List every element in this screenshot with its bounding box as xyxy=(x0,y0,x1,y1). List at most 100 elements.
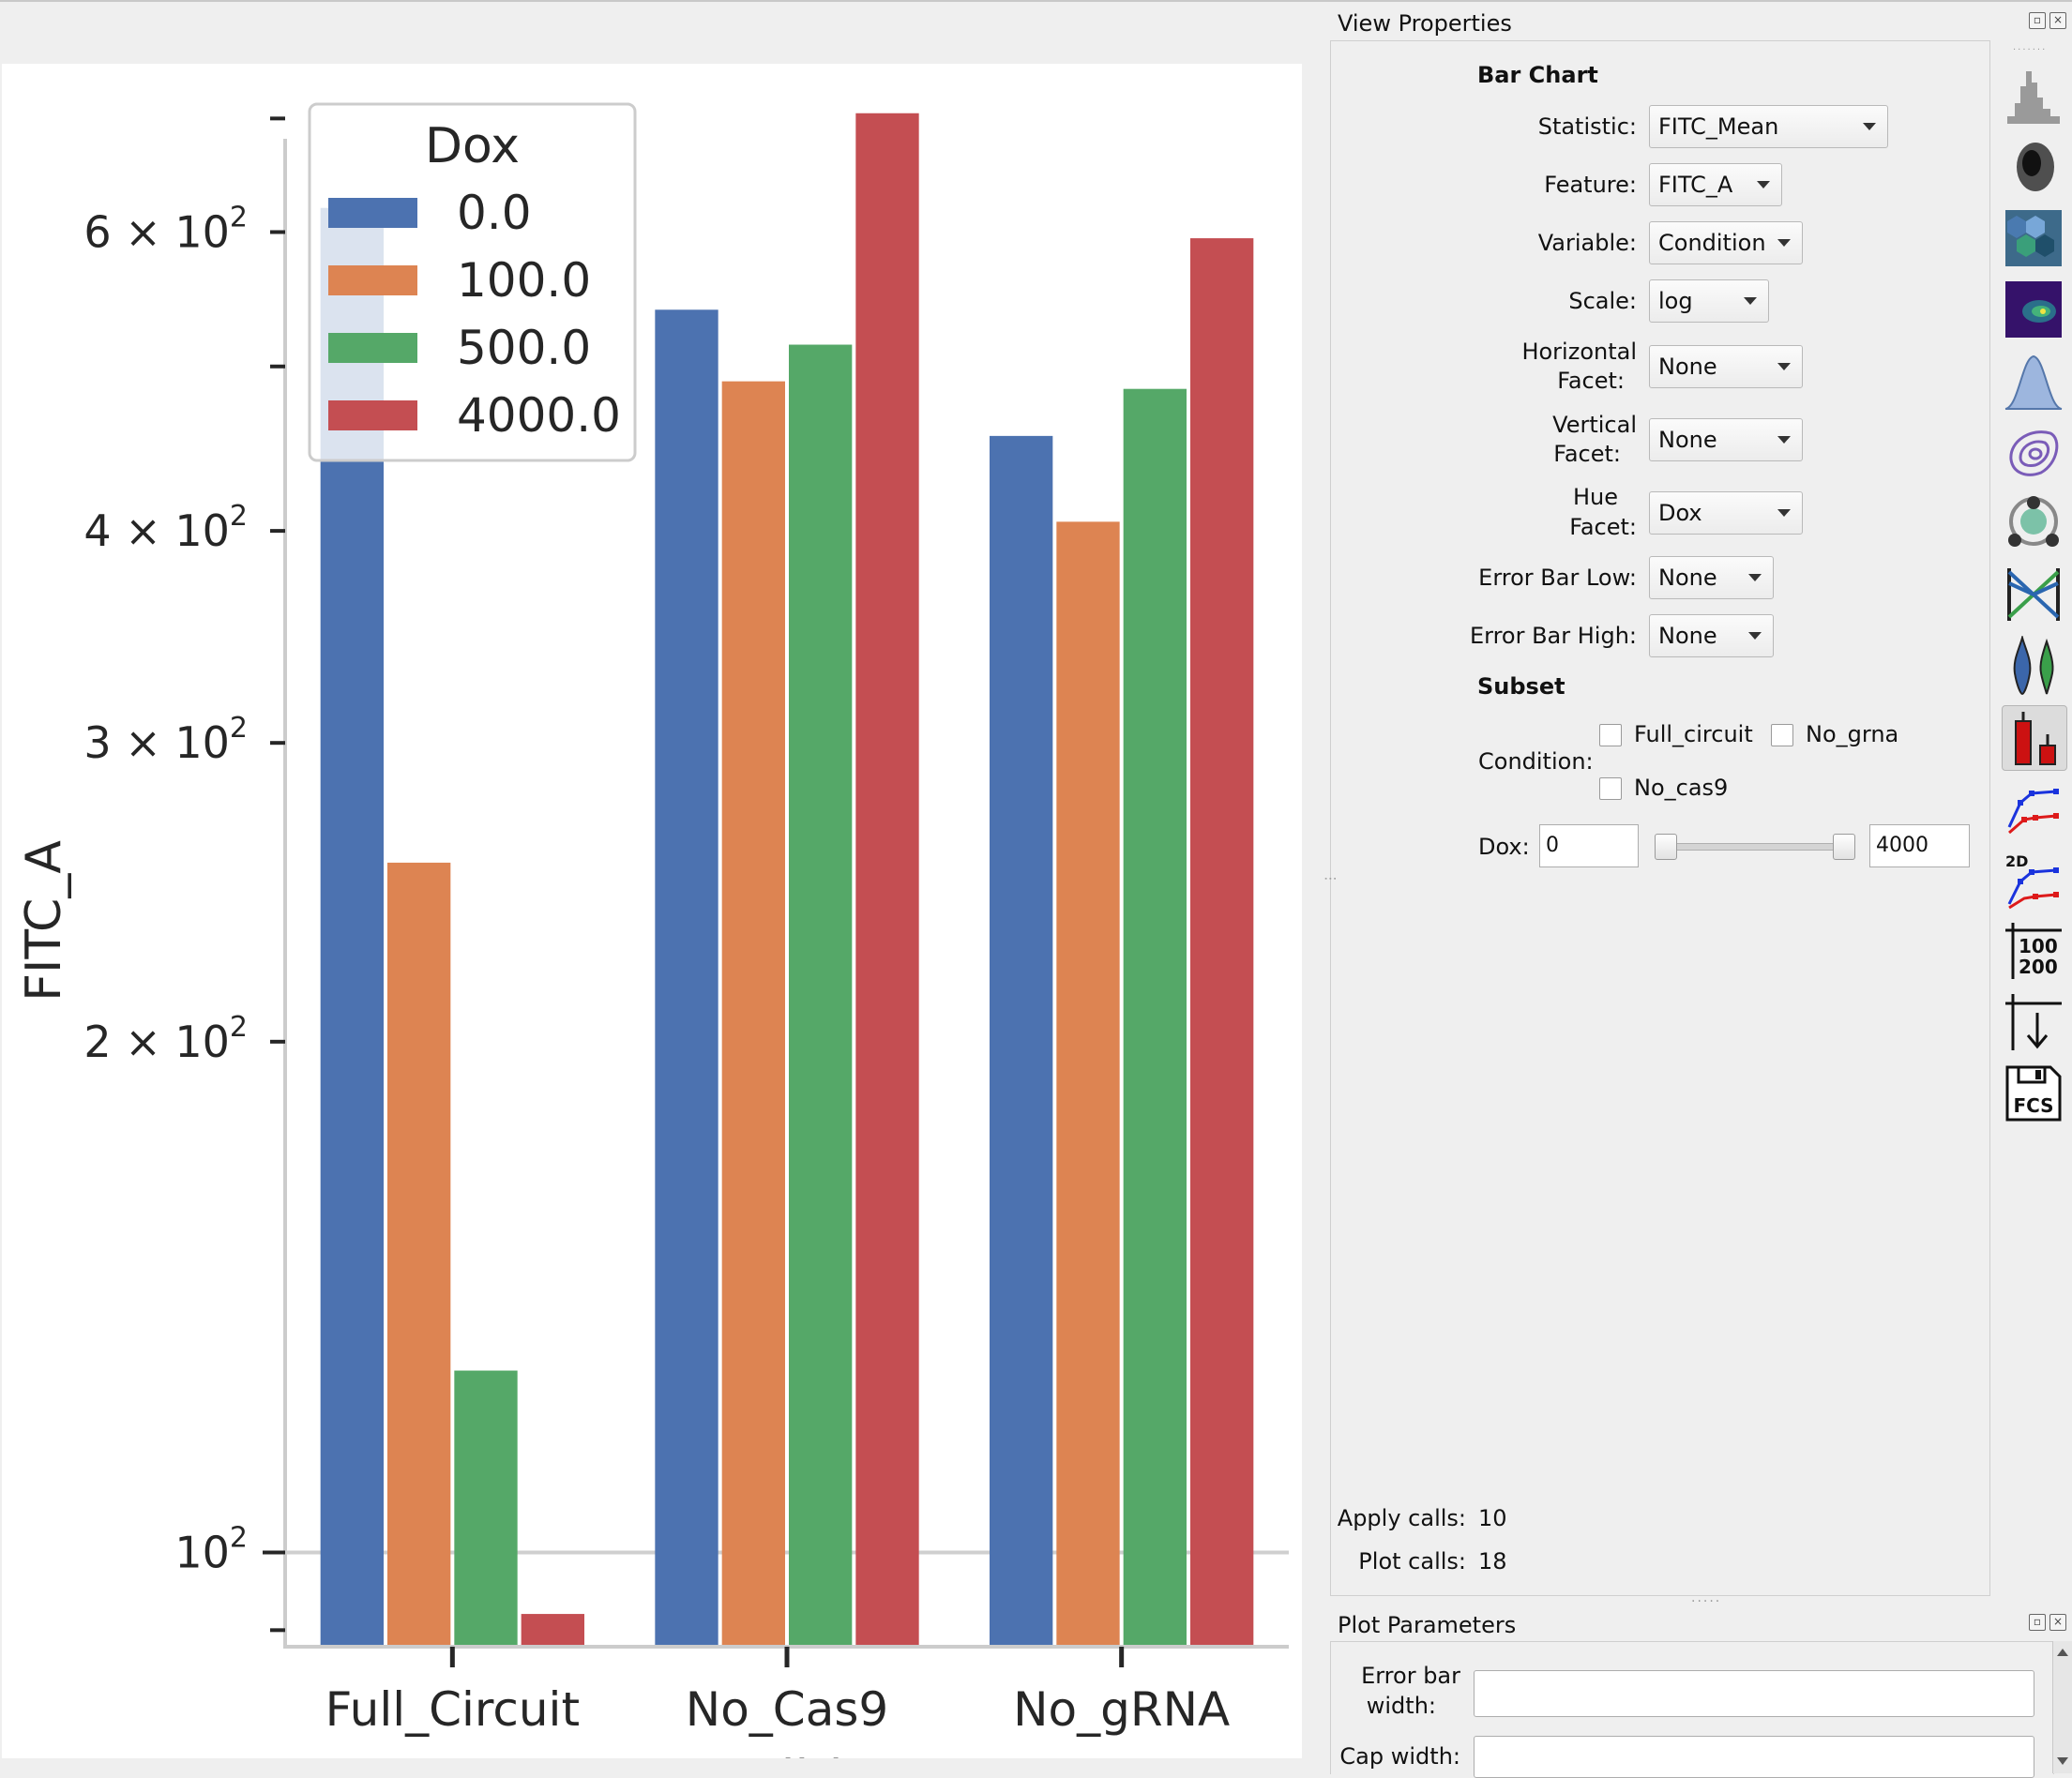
horizontal-facet-label-1: Horizontal xyxy=(1521,339,1637,365)
violin-icon[interactable] xyxy=(2002,634,2065,698)
error-bar-high-combo[interactable]: None xyxy=(1649,614,1774,657)
legend-label: 100.0 xyxy=(457,253,591,308)
plot-canvas: 102 2 × 102 3 × 102 4 × 102 6 × 102 Full_Circ… xyxy=(2,64,1302,1758)
vertical-facet-label-2: Facet: xyxy=(1553,441,1621,467)
scatterplot-icon[interactable] xyxy=(2002,135,2065,199)
plot-parameters-scrollbar[interactable] xyxy=(2052,1641,2072,1773)
scroll-down-icon[interactable] xyxy=(2057,1757,2068,1765)
variable-label: Variable: xyxy=(1537,230,1637,256)
error-bar-high-label: Error Bar High: xyxy=(1469,623,1637,649)
hue-facet-label-1: Hue xyxy=(1572,484,1618,510)
dox-slider-min-handle[interactable] xyxy=(1655,834,1677,860)
close-dock-icon[interactable]: × xyxy=(2049,1614,2066,1631)
legend-label: 0.0 xyxy=(457,186,532,240)
cap-width-input[interactable] xyxy=(1474,1736,2034,1778)
window-top-border xyxy=(0,0,2072,2)
error-bar-width-label-2: width: xyxy=(1366,1693,1436,1719)
bar xyxy=(855,113,919,1647)
y-tick-label: 3 × 102 xyxy=(83,712,248,768)
plot-calls-label: Plot calls: xyxy=(1358,1548,1466,1575)
export-fcs-text: FCS xyxy=(2013,1094,2053,1117)
dox-min-input[interactable]: 0 xyxy=(1539,824,1639,867)
parallel-coordinates-icon[interactable] xyxy=(2002,563,2065,626)
dox-slider-max-handle[interactable] xyxy=(1833,834,1855,860)
bar xyxy=(789,344,853,1648)
legend-box xyxy=(308,102,637,462)
bar xyxy=(1123,388,1187,1647)
x-tick-label: No_gRNA xyxy=(1013,1682,1230,1737)
dox-max-input[interactable]: 4000 xyxy=(1869,824,1970,867)
checkbox-no-cas9[interactable] xyxy=(1599,777,1622,800)
plot-calls-value: 18 xyxy=(1478,1548,1507,1575)
checkbox-no-grna-label: No_grna xyxy=(1806,721,1899,747)
bar-chart-icon[interactable] xyxy=(2002,705,2067,771)
feature-value: FITC_A xyxy=(1658,172,1733,198)
section-subset: Subset xyxy=(1477,673,1565,700)
checkbox-no-grna[interactable] xyxy=(1771,724,1793,746)
stats-2d-text: 2D xyxy=(2005,852,2028,870)
float-dock-icon[interactable]: ▫ xyxy=(2029,12,2046,29)
view-toolbar: ······· 2D 100 200 FCS xyxy=(1994,41,2072,1199)
export-fcs-icon[interactable]: FCS xyxy=(2002,1062,2065,1125)
plot-parameters-dock-buttons: ▫ × xyxy=(2029,1614,2066,1631)
hexbin-icon[interactable] xyxy=(2002,206,2065,270)
statistic-combo[interactable]: FITC_Mean xyxy=(1649,105,1888,148)
toolbar-grip[interactable]: ······· xyxy=(2013,45,2048,55)
legend-swatch xyxy=(328,265,417,295)
bar xyxy=(655,309,718,1647)
float-dock-icon[interactable]: ▫ xyxy=(2029,1614,2046,1631)
vertical-facet-combo[interactable]: None xyxy=(1649,418,1803,461)
x-axis-label: Condition xyxy=(664,1750,906,1758)
kde-icon[interactable] xyxy=(2002,349,2065,413)
section-bar-chart: Bar Chart xyxy=(1477,62,1598,88)
close-dock-icon[interactable]: × xyxy=(2049,12,2066,29)
error-bar-width-input[interactable] xyxy=(1474,1670,2034,1717)
contour-icon[interactable] xyxy=(2002,420,2065,484)
vertical-facet-value: None xyxy=(1658,427,1717,453)
splitter-grip[interactable]: ⋮ xyxy=(1323,872,1338,887)
legend-label: 500.0 xyxy=(457,321,591,375)
hue-facet-combo[interactable]: Dox xyxy=(1649,491,1803,535)
statistic-value: FITC_Mean xyxy=(1658,113,1779,140)
y-tick-label: 2 × 102 xyxy=(83,1011,248,1067)
y-tick-label: 102 xyxy=(174,1522,248,1578)
hue-facet-label-2: Facet: xyxy=(1569,514,1637,540)
bar xyxy=(454,1370,518,1647)
bar xyxy=(1056,521,1120,1648)
checkbox-no-cas9-label: No_cas9 xyxy=(1634,775,1729,801)
apply-calls-value: 10 xyxy=(1478,1505,1507,1531)
table-view-icon[interactable]: 100 200 xyxy=(2002,919,2065,983)
legend-label: 4000.0 xyxy=(457,388,621,443)
variable-combo[interactable]: Condition xyxy=(1649,221,1803,264)
horizontal-facet-value: None xyxy=(1658,354,1717,380)
view-properties-dock-buttons: ▫ × xyxy=(2029,12,2066,29)
error-bar-width-label-1: Error bar xyxy=(1361,1663,1460,1689)
scale-label: Scale: xyxy=(1568,288,1637,314)
scroll-up-icon[interactable] xyxy=(2057,1649,2068,1656)
checkbox-full-circuit[interactable] xyxy=(1599,724,1622,746)
statistic-label: Statistic: xyxy=(1537,113,1637,140)
variable-value: Condition xyxy=(1658,230,1766,256)
bar xyxy=(387,862,451,1647)
plot-parameters-title: Plot Parameters xyxy=(1338,1612,1517,1638)
scale-combo[interactable]: log xyxy=(1649,279,1769,323)
legend: Dox 0.0 100.0 500.0 4000.0 xyxy=(308,102,637,462)
feature-combo[interactable]: FITC_A xyxy=(1649,163,1782,206)
dropdown-arrow-icon xyxy=(1777,239,1791,247)
stats-2d-icon[interactable]: 2D xyxy=(2002,848,2065,912)
dropdown-arrow-icon xyxy=(1777,363,1791,370)
y-tick-label: 6 × 102 xyxy=(83,201,248,257)
error-bar-low-combo[interactable]: None xyxy=(1649,556,1774,599)
density-2d-icon[interactable] xyxy=(2002,278,2065,341)
stats-1d-icon[interactable] xyxy=(2002,776,2065,840)
histogram-icon[interactable] xyxy=(2002,64,2065,128)
vertical-facet-label-1: Vertical xyxy=(1552,412,1637,438)
x-tick-label: Full_Circuit xyxy=(325,1682,580,1737)
dox-subset-label: Dox: xyxy=(1478,834,1530,860)
dox-range-slider[interactable] xyxy=(1658,843,1855,851)
legend-swatch xyxy=(328,333,417,363)
threshold-icon[interactable] xyxy=(2002,990,2065,1054)
cluster-plot-icon[interactable] xyxy=(2002,491,2065,555)
dock-resize-grip[interactable]: ····· xyxy=(1691,1594,1722,1609)
horizontal-facet-combo[interactable]: None xyxy=(1649,345,1803,388)
